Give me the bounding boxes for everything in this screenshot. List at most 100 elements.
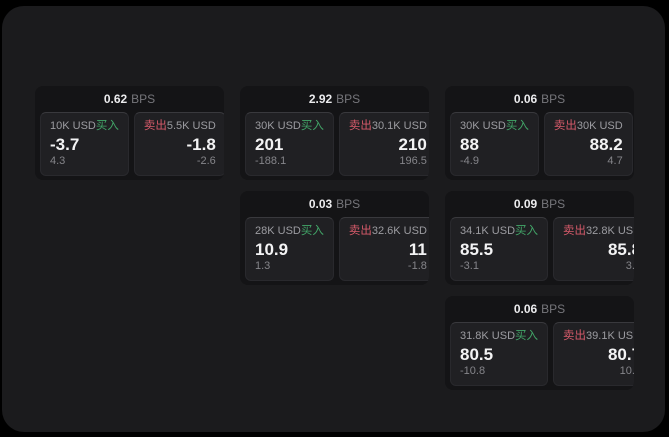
buy-amount: 30K USD (255, 120, 301, 132)
quote-card: 0.06 BPS 31.8K USD 买入 80.5 -10.8 卖出 39.1… (445, 296, 634, 390)
sell-tile-top: 卖出 32.8K USD (563, 225, 634, 238)
card-body: 34.1K USD 买入 85.5 -3.1 卖出 32.8K USD 85.8… (445, 217, 634, 285)
sell-side-label: 卖出 (348, 120, 372, 132)
card-header: 0.62 BPS (35, 86, 224, 112)
buy-side-label: 买入 (515, 330, 539, 342)
buy-side-label: 买入 (95, 120, 119, 132)
quote-card: 0.62 BPS 10K USD 买入 -3.7 4.3 卖出 5.5K USD (35, 86, 224, 180)
sell-price: 11 (408, 240, 427, 259)
sell-tile-top: 卖出 30K USD (554, 120, 623, 133)
sell-amount: 5.5K USD (166, 120, 216, 132)
card-header: 2.92 BPS (240, 86, 429, 112)
buy-tile[interactable]: 10K USD 买入 -3.7 4.3 (40, 112, 129, 176)
buy-amount: 30K USD (460, 120, 506, 132)
bps-unit: BPS (541, 302, 566, 316)
buy-price: 80.5 (460, 345, 494, 364)
sell-price: -1.8 (186, 135, 216, 154)
sell-tile-top: 卖出 30.1K USD (349, 120, 427, 133)
quote-card: 0.06 BPS 30K USD 买入 88 -4.9 卖出 30K USD (445, 86, 634, 180)
buy-price: -3.7 (50, 135, 80, 154)
sell-delta: 10.2 (619, 365, 634, 377)
buy-price: 88 (460, 135, 479, 154)
quote-card: 0.03 BPS 28K USD 买入 10.9 1.3 卖出 32.6K US… (240, 191, 429, 285)
card-body: 30K USD 买入 201 -188.1 卖出 30.1K USD 210 1… (240, 112, 429, 180)
sell-delta: 4.7 (607, 155, 623, 167)
buy-tile[interactable]: 31.8K USD 买入 80.5 -10.8 (450, 322, 549, 386)
bps-unit: BPS (541, 197, 566, 211)
buy-side-label: 买入 (505, 120, 529, 132)
buy-tile-top: 31.8K USD 买入 (460, 330, 538, 343)
card-body: 28K USD 买入 10.9 1.3 卖出 32.6K USD 11 -1.8 (240, 217, 429, 285)
buy-tile-top: 28K USD 买入 (255, 225, 324, 238)
buy-amount: 31.8K USD (460, 330, 516, 342)
card-header: 0.06 BPS (445, 296, 634, 322)
buy-tile-top: 34.1K USD 买入 (460, 225, 538, 238)
buy-delta: -10.8 (460, 365, 486, 377)
buy-delta: 1.3 (255, 260, 271, 272)
sell-delta: -2.6 (196, 155, 216, 167)
sell-side-label: 卖出 (563, 225, 587, 237)
sell-delta: 3.0 (625, 260, 634, 272)
app-panel: 0.62 BPS 10K USD 买入 -3.7 4.3 卖出 5.5K USD (2, 6, 665, 432)
bps-value: 0.03 (308, 197, 333, 211)
bps-unit: BPS (131, 92, 156, 106)
buy-tile-top: 30K USD 买入 (460, 120, 529, 133)
bps-value: 0.09 (513, 197, 538, 211)
card-body: 31.8K USD 买入 80.5 -10.8 卖出 39.1K USD 80.… (445, 322, 634, 390)
buy-amount: 34.1K USD (460, 225, 516, 237)
buy-side-label: 买入 (300, 225, 324, 237)
buy-price: 201 (255, 135, 284, 154)
sell-price: 80.7 (607, 345, 634, 364)
buy-side-label: 买入 (515, 225, 539, 237)
buy-price: 85.5 (460, 240, 494, 259)
sell-tile[interactable]: 卖出 30K USD 88.2 4.7 (543, 112, 633, 176)
quote-cards-grid: 0.62 BPS 10K USD 买入 -3.7 4.3 卖出 5.5K USD (35, 86, 634, 390)
sell-tile[interactable]: 卖出 32.6K USD 11 -1.8 (338, 217, 429, 281)
bps-value: 0.06 (513, 302, 538, 316)
card-header: 0.06 BPS (445, 86, 634, 112)
sell-side-label: 卖出 (563, 330, 587, 342)
buy-tile[interactable]: 30K USD 买入 201 -188.1 (245, 112, 334, 176)
buy-delta: -188.1 (255, 155, 287, 167)
buy-delta: 4.3 (50, 155, 66, 167)
sell-side-label: 卖出 (348, 225, 372, 237)
sell-amount: 30.1K USD (371, 120, 427, 132)
sell-price: 85.8 (607, 240, 634, 259)
sell-amount: 30K USD (576, 120, 623, 132)
card-body: 30K USD 买入 88 -4.9 卖出 30K USD 88.2 4.7 (445, 112, 634, 180)
buy-tile[interactable]: 28K USD 买入 10.9 1.3 (245, 217, 334, 281)
sell-tile-top: 卖出 32.6K USD (349, 225, 427, 238)
sell-delta: 196.5 (399, 155, 427, 167)
bps-unit: BPS (336, 197, 361, 211)
bps-unit: BPS (541, 92, 566, 106)
buy-tile[interactable]: 30K USD 买入 88 -4.9 (450, 112, 539, 176)
buy-delta: -3.1 (460, 260, 479, 272)
sell-delta: -1.8 (407, 260, 427, 272)
bps-value: 0.06 (513, 92, 538, 106)
buy-tile-top: 10K USD 买入 (50, 120, 119, 133)
quote-card: 0.09 BPS 34.1K USD 买入 85.5 -3.1 卖出 32.8K… (445, 191, 634, 285)
card-body: 10K USD 买入 -3.7 4.3 卖出 5.5K USD -1.8 -2.… (35, 112, 224, 180)
buy-tile[interactable]: 34.1K USD 买入 85.5 -3.1 (450, 217, 549, 281)
buy-amount: 10K USD (50, 120, 96, 132)
card-header: 0.03 BPS (240, 191, 429, 217)
sell-tile-top: 卖出 39.1K USD (563, 330, 634, 343)
buy-price: 10.9 (255, 240, 289, 259)
bps-unit: BPS (336, 92, 361, 106)
sell-tile[interactable]: 卖出 39.1K USD 80.7 10.2 (553, 322, 634, 386)
quote-card: 2.92 BPS 30K USD 买入 201 -188.1 卖出 30.1K … (240, 86, 429, 180)
buy-amount: 28K USD (255, 225, 301, 237)
card-header: 0.09 BPS (445, 191, 634, 217)
sell-price: 210 (398, 135, 427, 154)
buy-delta: -4.9 (460, 155, 479, 167)
buy-side-label: 买入 (300, 120, 324, 132)
sell-amount: 32.6K USD (371, 225, 427, 237)
sell-tile[interactable]: 卖出 5.5K USD -1.8 -2.6 (133, 112, 224, 176)
sell-tile[interactable]: 卖出 30.1K USD 210 196.5 (338, 112, 429, 176)
sell-amount: 32.8K USD (586, 225, 634, 237)
sell-amount: 39.1K USD (586, 330, 634, 342)
sell-tile-top: 卖出 5.5K USD (144, 120, 216, 133)
bps-value: 2.92 (308, 92, 333, 106)
sell-tile[interactable]: 卖出 32.8K USD 85.8 3.0 (553, 217, 634, 281)
buy-tile-top: 30K USD 买入 (255, 120, 324, 133)
